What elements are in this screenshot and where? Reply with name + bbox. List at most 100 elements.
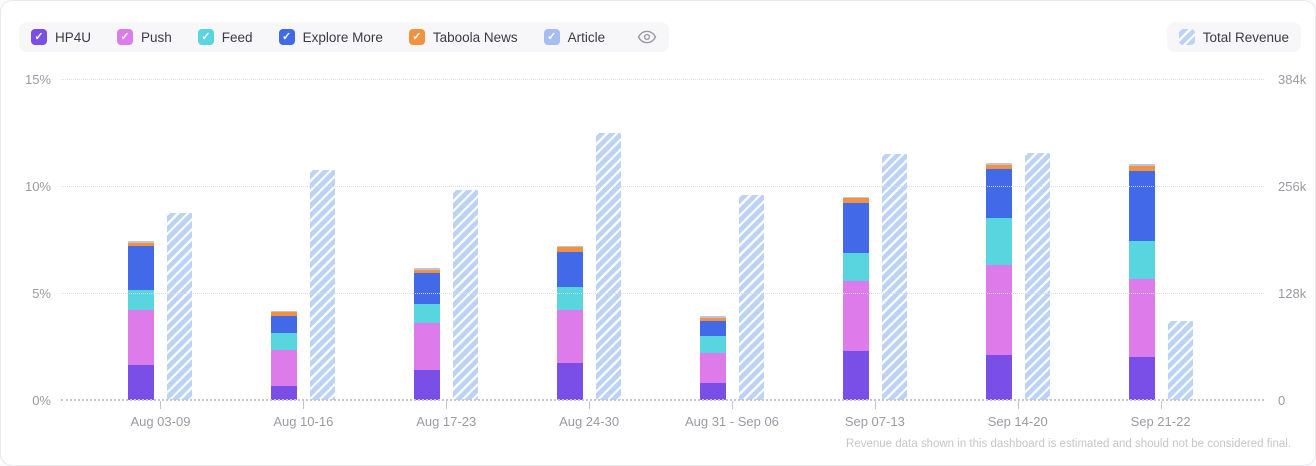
bar-segment-taboola-news[interactable]: [271, 312, 298, 316]
bar-segment-article[interactable]: [271, 311, 298, 313]
bar-segment-push[interactable]: [842, 281, 869, 351]
bar-segment-hp4u[interactable]: [414, 370, 441, 400]
bar-segment-push[interactable]: [414, 322, 441, 371]
legend-item-label: Feed: [221, 29, 253, 45]
legend-item-article[interactable]: ✓ Article: [543, 29, 606, 45]
bar-segment-explore-more[interactable]: [414, 272, 441, 304]
bar-segment-push[interactable]: [1128, 279, 1155, 358]
total-revenue-bar[interactable]: [1167, 321, 1193, 400]
bar-segment-article[interactable]: [842, 196, 869, 198]
bar-group-aug-10-16: Aug 10-16: [232, 79, 375, 429]
bar-segment-hp4u[interactable]: [842, 350, 869, 400]
legend-item-explore-more[interactable]: ✓ Explore More: [278, 29, 383, 45]
bar-segment-feed[interactable]: [557, 286, 584, 311]
total-revenue-bar[interactable]: [167, 212, 193, 400]
x-axis-tick: [589, 401, 591, 409]
checkbox-checked-icon[interactable]: ✓: [543, 29, 560, 45]
x-axis-label: Aug 31 - Sep 06: [684, 414, 779, 429]
bar-segment-taboola-news[interactable]: [128, 242, 155, 246]
legend-item-feed[interactable]: ✓ Feed: [197, 29, 253, 45]
legend-item-label: HP4U: [55, 29, 92, 45]
stacked-bar[interactable]: [985, 162, 1012, 400]
bar-segment-explore-more[interactable]: [1128, 171, 1155, 241]
bar-segment-push[interactable]: [985, 265, 1012, 356]
legend-item-push[interactable]: ✓ Push: [117, 29, 172, 45]
bar-segment-explore-more[interactable]: [128, 245, 155, 290]
x-axis-tick: [160, 401, 162, 409]
checkbox-checked-icon[interactable]: ✓: [31, 29, 47, 45]
x-axis-tick: [303, 401, 305, 409]
bar-segment-explore-more[interactable]: [699, 320, 726, 336]
x-axis-label: Sep 14-20: [987, 414, 1048, 429]
bar-segment-explore-more[interactable]: [842, 203, 869, 254]
bar-segment-feed[interactable]: [271, 332, 298, 350]
bar-segment-feed[interactable]: [414, 303, 441, 323]
bar-segment-feed[interactable]: [128, 289, 155, 311]
bar-segment-hp4u[interactable]: [699, 382, 726, 400]
stacked-bar[interactable]: [1128, 163, 1155, 400]
bar-segment-push[interactable]: [699, 352, 726, 383]
bar-segment-push[interactable]: [557, 310, 584, 363]
bar-segment-explore-more[interactable]: [557, 252, 584, 287]
bar-segment-feed[interactable]: [1128, 240, 1155, 280]
bar-segment-article[interactable]: [699, 315, 726, 318]
total-revenue-label: Total Revenue: [1202, 29, 1289, 45]
stacked-bar[interactable]: [699, 315, 726, 400]
bar-segment-article[interactable]: [985, 162, 1012, 165]
bar-segment-hp4u[interactable]: [128, 364, 155, 400]
y-axis-left-tick-label: 0%: [32, 393, 51, 408]
bar-segment-taboola-news[interactable]: [1128, 165, 1155, 172]
bar-segment-push[interactable]: [271, 349, 298, 387]
bar-segment-taboola-news[interactable]: [842, 197, 869, 204]
checkbox-checked-icon[interactable]: ✓: [408, 29, 425, 45]
bar-segment-feed[interactable]: [842, 253, 869, 282]
bar-segment-push[interactable]: [128, 310, 155, 365]
chart-bars: Aug 03-09 Aug 10-16 Aug 17-23 Aug 24-30 Aug …: [89, 79, 1232, 429]
bar-segment-hp4u[interactable]: [271, 386, 298, 400]
bar-segment-taboola-news[interactable]: [985, 164, 1012, 169]
bar-segment-hp4u[interactable]: [1128, 357, 1155, 400]
bar-segment-taboola-news[interactable]: [414, 269, 441, 273]
bar-segment-taboola-news[interactable]: [557, 247, 584, 253]
total-revenue-legend[interactable]: Total Revenue: [1166, 22, 1301, 52]
total-revenue-bar[interactable]: [1024, 152, 1050, 400]
bar-segment-article[interactable]: [557, 245, 584, 248]
checkbox-checked-icon[interactable]: ✓: [278, 29, 295, 45]
x-axis-label: Sep 21-22: [1130, 414, 1191, 429]
bar-segment-article[interactable]: [128, 240, 155, 243]
eye-icon[interactable]: [637, 30, 657, 44]
bar-group-sep-14-20: Sep 14-20: [946, 79, 1089, 429]
stacked-bar[interactable]: [271, 311, 298, 400]
bar-segment-feed[interactable]: [699, 335, 726, 353]
total-revenue-bar[interactable]: [453, 190, 479, 400]
total-revenue-bar[interactable]: [738, 195, 764, 400]
x-axis-tick: [731, 401, 733, 409]
legend-item-hp4u[interactable]: ✓ HP4U: [31, 29, 91, 45]
x-axis-label: Aug 10-16: [273, 414, 334, 429]
x-axis-line: [61, 399, 1264, 401]
checkbox-checked-icon[interactable]: ✓: [117, 29, 134, 45]
legend-item-label: Article: [567, 29, 606, 45]
bar-segment-article[interactable]: [414, 268, 441, 270]
total-revenue-bar[interactable]: [881, 154, 907, 400]
stacked-bar[interactable]: [128, 240, 155, 400]
checkbox-checked-icon[interactable]: ✓: [197, 29, 214, 45]
legend-item-label: Explore More: [302, 29, 383, 45]
legend-row: ✓ HP4U ✓ Push ✓ Feed ✓ Explore More ✓ Taboola New…: [19, 22, 1301, 52]
stacked-bar[interactable]: [842, 196, 869, 400]
bar-segment-explore-more[interactable]: [985, 168, 1012, 219]
bar-segment-hp4u[interactable]: [557, 362, 584, 400]
bar-segment-explore-more[interactable]: [271, 315, 298, 333]
legend-item-taboola-news[interactable]: ✓ Taboola News: [408, 29, 518, 45]
bar-segment-feed[interactable]: [985, 218, 1012, 266]
stacked-bar[interactable]: [557, 245, 584, 400]
total-revenue-bar[interactable]: [310, 170, 336, 400]
bar-segment-taboola-news[interactable]: [699, 317, 726, 321]
gridline: [61, 79, 1264, 80]
total-revenue-bar[interactable]: [596, 132, 622, 400]
bar-segment-article[interactable]: [1128, 163, 1155, 166]
stacked-bar[interactable]: [414, 268, 441, 400]
legend-item-label: Push: [141, 29, 172, 45]
bar-group-sep-21-22: Sep 21-22: [1089, 79, 1232, 429]
bar-segment-hp4u[interactable]: [985, 355, 1012, 400]
